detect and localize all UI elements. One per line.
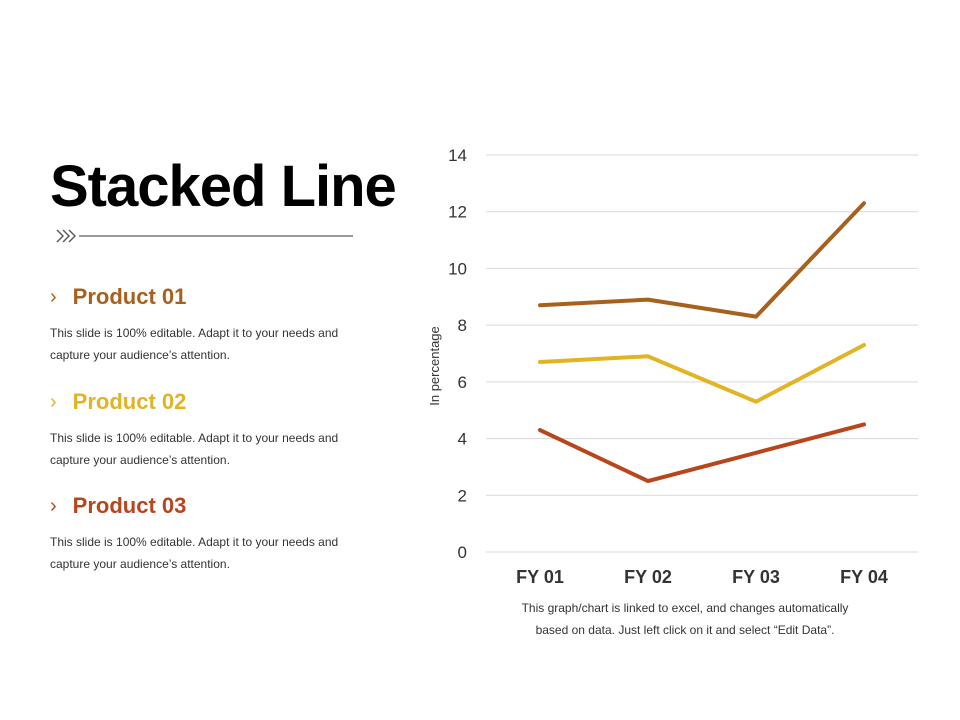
chevron-right-icon: › — [50, 495, 57, 517]
chevron-right-icon: › — [50, 286, 57, 308]
chevron-right-icon: › — [50, 391, 57, 413]
product-description-line: capture your audience’s attention. — [50, 557, 230, 571]
x-tick-label: FY 04 — [840, 567, 888, 587]
x-tick-label: FY 01 — [516, 567, 564, 587]
series-line — [538, 422, 866, 484]
y-axis-label: In percentage — [427, 326, 442, 406]
product-description-line: This slide is 100% editable. Adapt it to… — [50, 326, 339, 340]
product-description: This slide is 100% editable. Adapt it to… — [50, 322, 360, 366]
product-description-line: capture your audience’s attention. — [50, 453, 230, 467]
y-tick-label: 10 — [448, 259, 467, 278]
title-divider — [56, 229, 353, 243]
triple-chevron-icon — [56, 229, 76, 243]
y-tick-label: 8 — [458, 316, 467, 335]
chart-footnote-line: This graph/chart is linked to excel, and… — [521, 601, 849, 615]
slide-title: Stacked Line — [50, 154, 397, 219]
product-03: › Product 03 This slide is 100% editable… — [50, 493, 360, 575]
product-01: › Product 01 This slide is 100% editable… — [50, 284, 360, 366]
series-line — [538, 343, 866, 404]
product-description-line: This slide is 100% editable. Adapt it to… — [50, 535, 339, 549]
x-tick-label: FY 03 — [732, 567, 780, 587]
x-tick-label: FY 02 — [624, 567, 672, 587]
chart-footnote: This graph/chart is linked to excel, and… — [500, 597, 870, 641]
y-tick-label: 14 — [448, 146, 467, 165]
product-description-line: capture your audience’s attention. — [50, 348, 230, 362]
y-tick-label: 0 — [458, 543, 467, 562]
product-description: This slide is 100% editable. Adapt it to… — [50, 531, 360, 575]
product-name: Product 01 — [72, 284, 187, 309]
product-description-line: This slide is 100% editable. Adapt it to… — [50, 431, 339, 445]
product-name: Product 02 — [72, 389, 187, 414]
y-tick-label: 6 — [458, 373, 467, 392]
y-tick-label: 2 — [458, 486, 467, 505]
y-tick-label: 4 — [458, 430, 467, 449]
product-description: This slide is 100% editable. Adapt it to… — [50, 427, 360, 471]
y-tick-label: 12 — [448, 203, 467, 222]
series-line — [538, 201, 866, 319]
chart-footnote-line: based on data. Just left click on it and… — [535, 623, 835, 637]
product-name: Product 03 — [72, 493, 187, 518]
product-02: › Product 02 This slide is 100% editable… — [50, 389, 360, 471]
